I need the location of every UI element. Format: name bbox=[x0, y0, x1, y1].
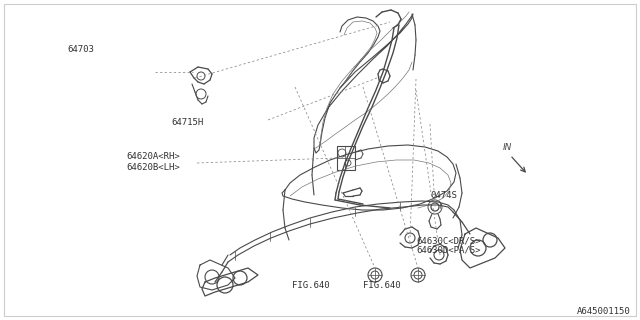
Text: 0474S: 0474S bbox=[430, 191, 457, 200]
Text: A645001150: A645001150 bbox=[577, 307, 630, 316]
Text: 64703: 64703 bbox=[68, 45, 95, 54]
Text: IN: IN bbox=[503, 143, 513, 153]
Text: 64630C<DR/S>: 64630C<DR/S> bbox=[416, 236, 481, 245]
Text: 64620B<LH>: 64620B<LH> bbox=[127, 163, 180, 172]
Text: 64620A<RH>: 64620A<RH> bbox=[127, 152, 180, 161]
Text: 64715H: 64715H bbox=[172, 118, 204, 127]
Text: 64630D<PA/S>: 64630D<PA/S> bbox=[416, 246, 481, 255]
Text: FIG.640: FIG.640 bbox=[363, 281, 401, 290]
Text: FIG.640: FIG.640 bbox=[292, 281, 330, 290]
